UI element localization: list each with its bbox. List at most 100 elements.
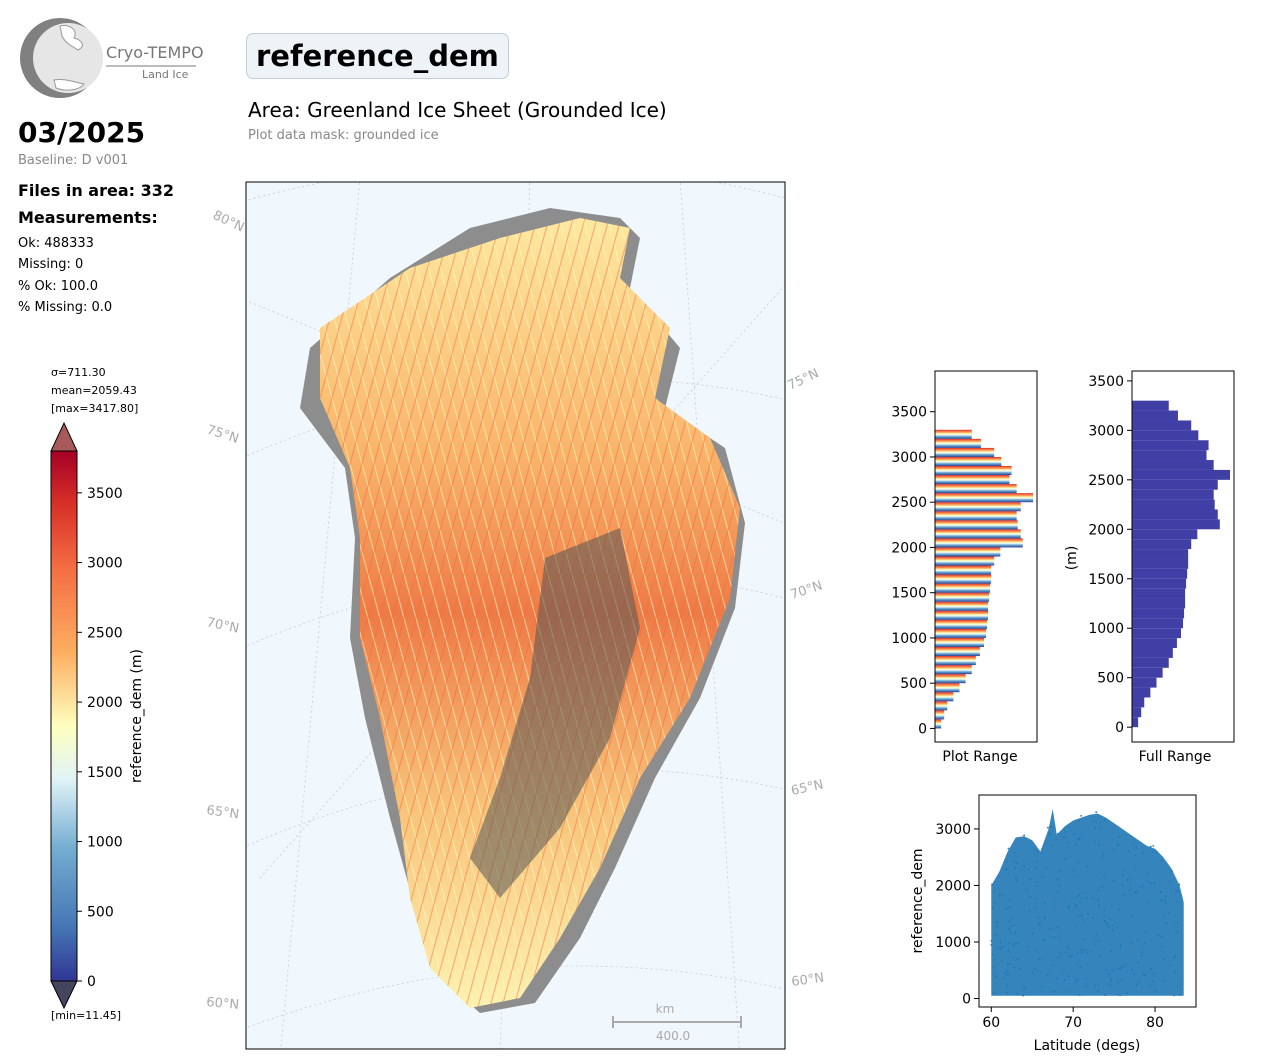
scatter-point: [1163, 980, 1166, 982]
scatter-point: [1066, 947, 1069, 950]
scatter-point: [1013, 924, 1016, 926]
scatter-point: [1165, 922, 1168, 924]
lat-label: 65°N: [790, 777, 825, 798]
scatter-point: [1010, 931, 1012, 934]
ground-track: [320, 218, 501, 1008]
scatter-ylabel: reference_dem: [910, 849, 926, 954]
map-frame: [245, 181, 786, 1050]
scatter-point: [1064, 857, 1066, 860]
scatter-point: [1050, 990, 1053, 993]
scatter-point: [1041, 939, 1044, 942]
scatter-point: [1100, 826, 1102, 829]
scatter-point: [1173, 957, 1175, 959]
histogram-bar: [935, 692, 954, 702]
scatter-point: [1063, 969, 1065, 972]
ice-elevation: [320, 218, 740, 1008]
scatter-point: [1016, 992, 1018, 995]
histogram-bar: [935, 565, 992, 575]
histogram-bar: [1132, 707, 1142, 718]
scatter-point: [1105, 968, 1107, 971]
scatter-point: [991, 953, 994, 956]
scatter-point: [1025, 888, 1028, 891]
scatter-point: [1103, 914, 1105, 917]
histogram-bar: [935, 511, 1017, 521]
scatter-point: [1000, 948, 1002, 951]
scatter-point: [1056, 956, 1059, 959]
scatter-point: [1145, 872, 1148, 875]
scatter-point: [1112, 924, 1115, 927]
scatter-point: [1012, 956, 1015, 959]
scatter-point: [1058, 927, 1061, 929]
measurements-heading: Measurements:: [18, 208, 158, 227]
scatter-point: [1160, 899, 1163, 902]
ground-track: [320, 218, 441, 1008]
scatter-point: [1161, 945, 1164, 948]
scatter-point: [1079, 949, 1082, 951]
scatter-point: [1108, 917, 1111, 920]
ground-track: [331, 218, 573, 1008]
scatter-xlabel: Latitude (degs): [1034, 1038, 1141, 1054]
scatter-point: [1162, 957, 1165, 960]
scatter-point: [1054, 936, 1057, 939]
scatter-point: [1005, 908, 1008, 910]
scatter-point: [1115, 926, 1118, 929]
scatter-point: [1099, 955, 1102, 957]
histogram-bar: [1132, 420, 1192, 431]
scatter-point: [1085, 897, 1088, 899]
axis-tick-label: 500: [1097, 671, 1124, 687]
scatter-point: [1116, 843, 1119, 846]
scatter-point: [1078, 894, 1080, 897]
scatter-point: [1105, 923, 1108, 925]
axis-tick-label: 3000: [935, 822, 971, 838]
scatter-point: [1073, 833, 1075, 836]
scatter-point: [1086, 865, 1088, 868]
histogram-bar: [935, 574, 992, 584]
scatter-point: [1103, 909, 1106, 912]
scatter-point: [1103, 919, 1106, 922]
scatter-point: [1129, 879, 1132, 881]
scatter-point: [1002, 946, 1005, 948]
scatter-point: [1013, 860, 1016, 863]
scatter-point: [1157, 934, 1160, 936]
lat-label: 60°N: [790, 971, 825, 990]
scatter-point: [1093, 840, 1096, 843]
histogram-bar: [935, 646, 980, 657]
scatter-point: [1178, 994, 1181, 997]
histogram-bar: [1132, 677, 1157, 688]
scatter-point: [1041, 986, 1044, 988]
colorbar-min: [min=11.45]: [51, 1009, 122, 1022]
ground-track: [355, 218, 597, 1008]
scatter-point: [1112, 879, 1115, 882]
scatter-point: [1077, 861, 1080, 864]
scatter-point: [1144, 974, 1147, 976]
scatter-point: [1107, 973, 1110, 976]
ground-track: [619, 218, 740, 1008]
scatter-point: [1169, 964, 1172, 967]
scatter-point: [1164, 899, 1167, 902]
histogram-bar: [1132, 687, 1151, 698]
scatter-point: [1111, 929, 1114, 932]
scatter-point: [1071, 954, 1073, 957]
scatter-point: [1022, 988, 1025, 991]
histogram-bar: [935, 438, 981, 448]
scatter-point: [1171, 870, 1173, 872]
scatter-point: [1003, 977, 1005, 980]
scatter-point: [1093, 943, 1096, 945]
ground-track: [379, 218, 621, 1008]
scatter-point: [1075, 903, 1078, 906]
scatter-point: [1152, 972, 1155, 975]
plot-range-histogram: 0 500 1000 1500 2000 2500 3000 3500 Plot Range: [891, 370, 1038, 765]
axis-tick-label: 1000: [891, 631, 927, 647]
scatter-point: [1046, 974, 1049, 976]
axis-tick-label: 2500: [1088, 473, 1124, 489]
axis-tick-label: 1000: [935, 935, 971, 951]
scatter-point: [1155, 851, 1158, 853]
scatter-point: [1119, 994, 1121, 997]
histogram-bar: [1132, 509, 1218, 520]
ground-track: [320, 218, 537, 1008]
histogram-bar: [1132, 460, 1214, 470]
scatter-point: [1063, 836, 1065, 838]
scatter-point: [1126, 879, 1129, 881]
scatter-point: [1097, 990, 1099, 993]
scatter-point: [1079, 966, 1082, 969]
